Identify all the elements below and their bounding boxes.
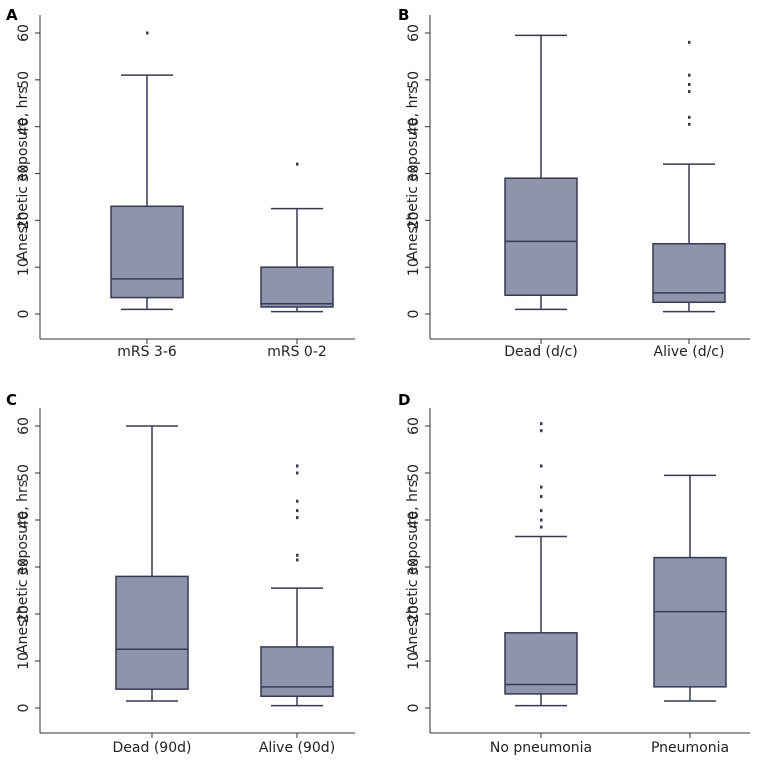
y-tick-label: 20 xyxy=(406,605,422,623)
panel-label-D: D xyxy=(398,391,410,409)
y-tick-label: 40 xyxy=(406,118,422,136)
outlier-point xyxy=(296,471,299,475)
outlier-point xyxy=(540,422,543,426)
outlier-point xyxy=(688,90,691,94)
y-axis-title: Anesthetic exposure, hrs xyxy=(15,480,31,654)
iqr-box xyxy=(115,575,189,690)
outlier-point xyxy=(688,115,691,119)
iqr-box xyxy=(260,266,334,308)
x-category-label: Alive (90d) xyxy=(259,740,335,756)
x-category-label: Dead (90d) xyxy=(113,740,192,756)
outlier-point xyxy=(688,40,691,44)
outlier-point xyxy=(296,558,299,562)
outlier-point xyxy=(296,553,299,557)
y-tick-label: 20 xyxy=(406,211,422,229)
y-tick-label: 0 xyxy=(406,704,422,713)
y-tick-label: 50 xyxy=(406,464,422,482)
y-tick-label: 50 xyxy=(406,71,422,89)
outlier-point xyxy=(296,516,299,520)
x-category-label: Dead (d/c) xyxy=(504,344,578,360)
y-tick-label: 0 xyxy=(16,704,32,713)
iqr-box xyxy=(260,646,334,698)
iqr-box xyxy=(653,556,727,688)
y-tick-label: 0 xyxy=(406,310,422,319)
y-tick-label: 10 xyxy=(406,652,422,670)
y-tick-label: 0 xyxy=(16,310,32,319)
y-tick-label: 10 xyxy=(16,258,32,276)
outlier-point xyxy=(540,525,543,529)
outlier-point xyxy=(296,499,299,503)
y-tick-label: 40 xyxy=(406,511,422,529)
panel-label-B: B xyxy=(398,6,409,24)
x-category-label: mRS 3-6 xyxy=(117,344,177,360)
outlier-point xyxy=(540,485,543,489)
y-tick-label: 20 xyxy=(16,211,32,229)
outlier-point xyxy=(688,73,691,77)
y-tick-label: 50 xyxy=(16,464,32,482)
panel-label-A: A xyxy=(6,6,18,24)
iqr-box xyxy=(110,205,184,299)
x-category-label: Alive (d/c) xyxy=(654,344,725,360)
outlier-point xyxy=(688,122,691,126)
y-tick-label: 60 xyxy=(16,417,32,435)
y-axis-title: Anesthetic exposure, hrs xyxy=(405,86,421,260)
x-category-label: mRS 0-2 xyxy=(267,344,327,360)
y-tick-label: 30 xyxy=(406,558,422,576)
y-axis-title: Anesthetic exposure, hrs xyxy=(15,86,31,260)
x-category-label: Pneumonia xyxy=(651,740,729,756)
y-tick-label: 10 xyxy=(16,652,32,670)
y-tick-label: 30 xyxy=(406,165,422,183)
y-tick-label: 10 xyxy=(406,258,422,276)
y-tick-label: 50 xyxy=(16,71,32,89)
outlier-point xyxy=(540,464,543,468)
y-tick-label: 60 xyxy=(406,24,422,42)
outlier-point xyxy=(296,509,299,513)
outlier-point xyxy=(540,495,543,498)
outlier-point xyxy=(296,464,299,468)
outlier-point xyxy=(146,31,149,35)
y-axis-title: Anesthetic exposure, hrs xyxy=(405,480,421,654)
y-tick-label: 30 xyxy=(16,558,32,576)
y-tick-label: 60 xyxy=(16,24,32,42)
iqr-box xyxy=(504,632,578,695)
y-tick-label: 40 xyxy=(16,511,32,529)
y-tick-label: 30 xyxy=(16,165,32,183)
panel-label-C: C xyxy=(6,391,17,409)
outlier-point xyxy=(688,83,691,87)
y-tick-label: 20 xyxy=(16,605,32,623)
y-tick-label: 40 xyxy=(16,118,32,136)
iqr-box xyxy=(504,177,578,297)
x-category-label: No pneumonia xyxy=(490,740,592,756)
y-tick-label: 60 xyxy=(406,417,422,435)
outlier-point xyxy=(540,509,543,513)
outlier-point xyxy=(540,429,543,433)
outlier-point xyxy=(296,162,299,166)
outlier-point xyxy=(540,518,543,522)
